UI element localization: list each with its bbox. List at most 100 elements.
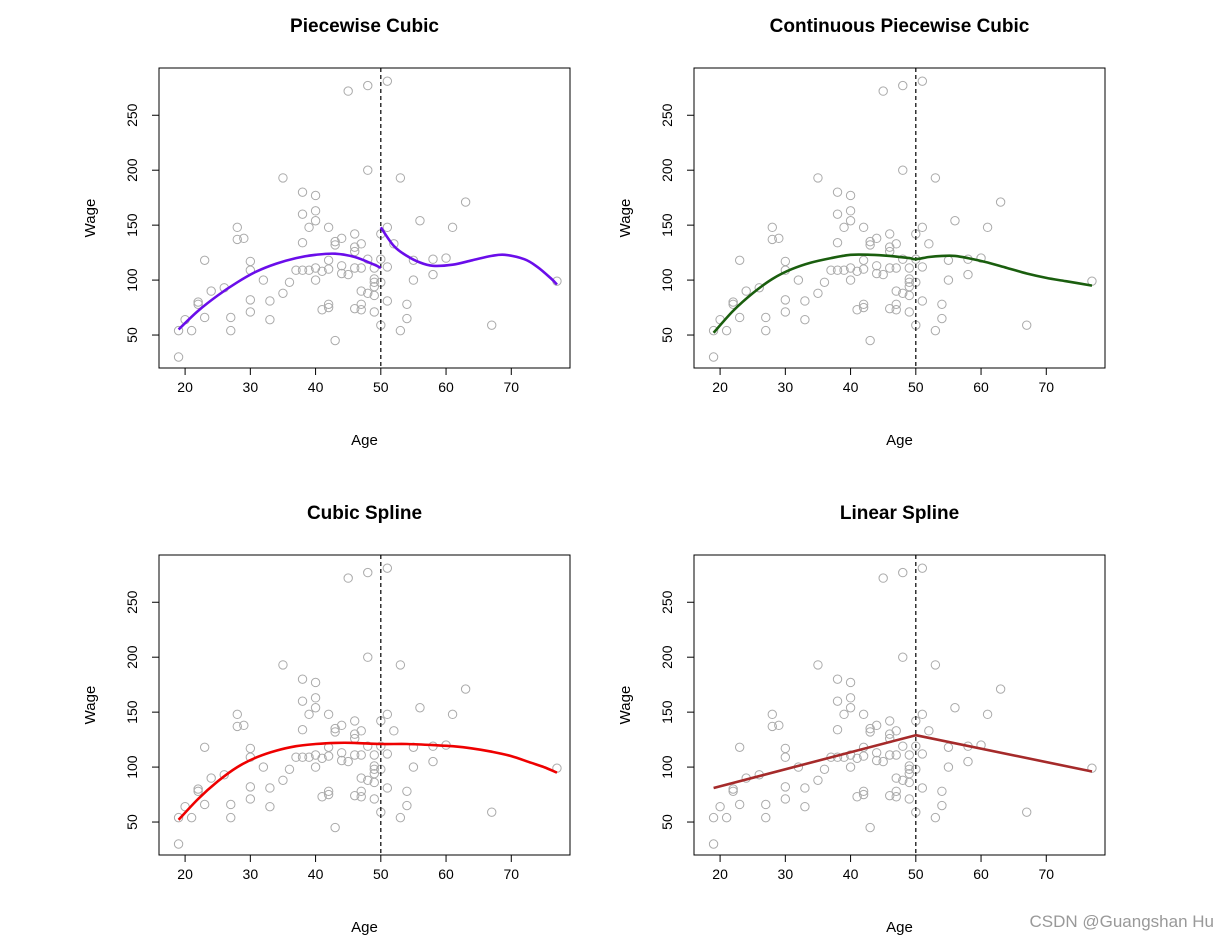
data-point [911,741,921,751]
data-point [891,239,901,249]
data-point [487,807,497,817]
data-point [904,750,914,760]
data-point [839,709,849,720]
data-point [350,790,360,801]
data-point [402,313,412,324]
panel-continuous-piecewise-cubic: Continuous Piecewise Cubic Age Wage 20 30… [617,16,1106,449]
data-point [813,288,823,298]
data-point [304,222,314,233]
data-point [395,173,406,183]
x-tick-label: 70 [503,379,519,395]
data-point [363,288,373,298]
data-point [389,726,399,736]
x-tick-label: 20 [712,866,728,882]
data-point [460,197,471,207]
data-point [186,325,197,336]
data-point [800,801,810,812]
x-tick-label: 30 [243,866,259,882]
data-point [487,320,497,330]
data-point [402,786,412,796]
data-point [336,261,347,271]
data-point [297,696,308,706]
data-point [330,335,340,346]
data-point [382,563,393,573]
data-point [924,726,934,736]
data-point [904,277,914,287]
data-point [395,812,406,823]
panel-title: Linear Spline [840,503,959,524]
data-point [382,709,393,720]
data-point [363,652,373,662]
data-point [323,709,334,720]
panel-linear-spline: Linear Spline Age Wage 20 30 40 50 60 70 50 100… [617,503,1106,936]
data-point [193,299,203,309]
data-point [943,255,954,266]
data-point [871,233,882,244]
y-tick-label: 250 [659,590,675,614]
data-point [891,786,901,796]
data-point [317,266,327,276]
data-point [1022,807,1032,817]
data-point [891,750,901,760]
x-tick-label: 20 [712,379,728,395]
data-point [369,764,379,774]
data-point [754,283,764,293]
data-point [356,750,366,760]
data-point [278,660,288,670]
data-point [885,790,895,801]
data-point [761,312,771,323]
data-point [721,325,732,336]
data-point [441,253,451,263]
data-point [917,262,928,272]
data-point [904,263,914,273]
plot-frame [158,67,571,369]
data-point [363,165,373,175]
data-point [780,256,791,267]
data-point [336,755,347,766]
data-point [871,261,882,271]
data-point [878,86,888,96]
data-point [891,305,901,315]
data-point [278,775,288,785]
data-point [310,762,321,772]
data-point [871,748,882,758]
data-point [950,703,960,713]
data-point [845,762,856,772]
data-point [930,325,941,336]
data-point [323,264,334,274]
data-point [852,753,862,763]
data-point [291,752,301,762]
data-point [356,792,366,802]
data-point [356,773,366,783]
data-point [376,254,386,264]
data-point [297,752,308,762]
panel-title: Cubic Spline [307,503,422,524]
data-point [891,263,901,273]
data-point [226,312,236,323]
data-point [813,660,823,670]
data-point [232,709,242,720]
data-point [382,262,393,272]
y-tick-label: 200 [659,645,675,669]
x-tick-label: 60 [438,379,454,395]
data-point [943,762,954,772]
y-tick-label: 150 [124,213,140,237]
data-point [323,789,334,800]
data-point [402,800,412,811]
data-point [937,786,947,796]
data-point [708,812,719,823]
data-point [819,764,830,774]
data-point [734,799,745,810]
x-tick-label: 40 [843,379,859,395]
data-point [363,567,373,578]
x-tick-label: 70 [503,866,519,882]
x-tick-label: 60 [438,866,454,882]
data-point [291,265,301,275]
data-point [963,756,973,767]
data-point [265,801,275,812]
data-point [408,275,419,285]
data-point [904,307,914,317]
data-point [898,652,908,662]
data-point [389,239,399,249]
data-point [219,770,229,780]
